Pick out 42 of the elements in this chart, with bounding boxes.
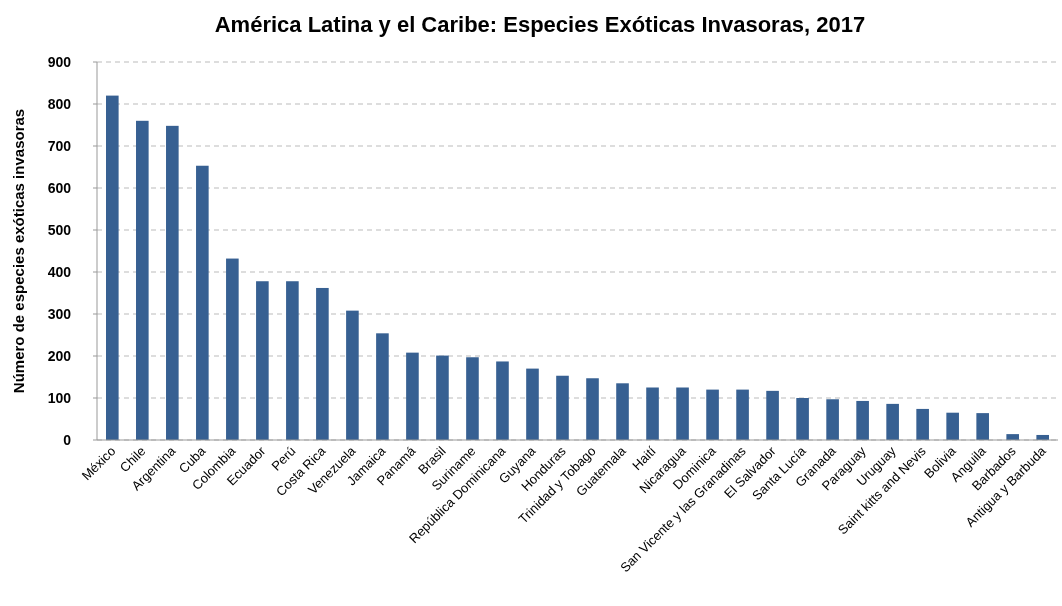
- y-tick-label: 600: [47, 179, 72, 196]
- bar: [196, 165, 209, 440]
- bar: [616, 383, 629, 440]
- bar: [826, 399, 839, 440]
- bar: [166, 125, 179, 440]
- bar: [406, 352, 419, 440]
- bar: [556, 375, 569, 440]
- y-tick-label: 300: [47, 305, 72, 322]
- bar: [676, 387, 689, 440]
- bar: [736, 389, 749, 440]
- bar: [106, 95, 119, 440]
- bar: [886, 403, 899, 440]
- bar: [256, 281, 269, 440]
- y-tick-label: 900: [47, 53, 72, 70]
- y-tick-label: 400: [47, 263, 72, 280]
- bar: [796, 398, 809, 440]
- bar: [856, 400, 869, 440]
- bar: [946, 412, 959, 440]
- y-tick-label: 800: [47, 95, 72, 112]
- y-tick-label: 500: [47, 221, 72, 238]
- y-tick-label: 700: [47, 137, 72, 154]
- bar: [916, 408, 929, 440]
- bar: [226, 258, 239, 440]
- bar: [436, 355, 449, 440]
- bar: [466, 357, 479, 440]
- bar: [526, 368, 539, 440]
- bar: [496, 361, 509, 440]
- bar: [316, 287, 329, 440]
- bar: [586, 378, 599, 440]
- y-axis-title: Número de especies exóticas invasoras: [10, 108, 27, 394]
- bar: [976, 413, 989, 440]
- y-tick-label: 200: [47, 347, 72, 364]
- bar: [766, 390, 779, 440]
- bar: [376, 333, 389, 440]
- y-tick-label: 100: [47, 389, 72, 406]
- bar: [646, 387, 659, 440]
- bar: [706, 389, 719, 440]
- chart-title: América Latina y el Caribe: Especies Exóticas Invasoras, 2017: [214, 12, 866, 37]
- bar: [346, 310, 359, 440]
- bar: [136, 120, 149, 440]
- bar: [286, 281, 299, 440]
- y-tick-label: 0: [63, 431, 72, 448]
